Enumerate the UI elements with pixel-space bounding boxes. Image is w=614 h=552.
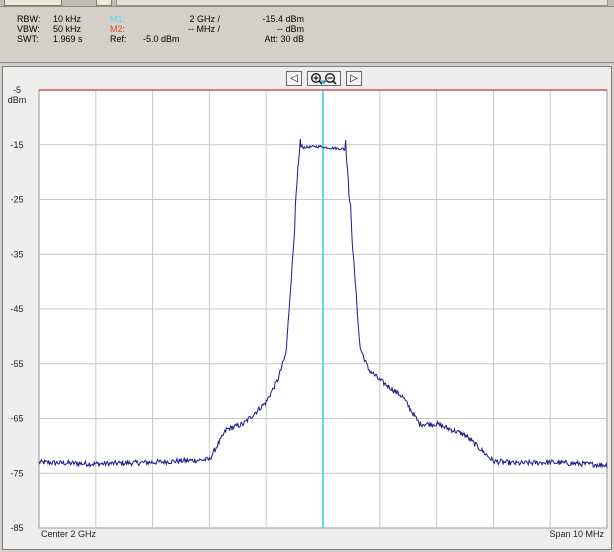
y-tick-label: -65 — [10, 414, 23, 424]
center-frequency-label: Center 2 GHz — [41, 529, 97, 539]
spectrum-plot-frame: -5 -15 -25 -35 -45 -55 -65 -75 -85 dBm Center 2 GH… — [2, 66, 612, 550]
measurement-info-panel: RBW: 10 kHz VBW: 50 kHz SWT: 1.969 s Ref… — [0, 7, 614, 63]
y-tick-label: -45 — [10, 304, 23, 314]
y-tick-label: -75 — [10, 468, 23, 478]
marker-m2-level: -- dBm — [277, 24, 304, 34]
y-tick-label: -55 — [10, 359, 23, 369]
marker-m2-label: M2: — [110, 24, 126, 34]
ref-value: -5.0 dBm — [143, 34, 180, 44]
zoom-buttons — [307, 71, 341, 86]
marker-m1-level: -15.4 dBm — [262, 14, 304, 24]
vbw-value: 50 kHz — [53, 24, 82, 34]
y-tick-label: -25 — [10, 195, 23, 205]
rbw-value: 10 kHz — [53, 14, 82, 24]
zoom-in-icon[interactable] — [310, 72, 323, 85]
rbw-label: RBW: — [17, 14, 41, 24]
toolbar-tab[interactable] — [4, 0, 62, 6]
y-tick-label: -5 — [13, 85, 21, 95]
y-axis-unit-label: dBm — [8, 95, 27, 105]
marker-m2-frequency: -- MHz / — [188, 24, 220, 34]
trace-line — [38, 139, 608, 469]
swt-value: 1.969 s — [53, 34, 83, 44]
marker-m1-frequency: 2 GHz / — [189, 14, 220, 24]
left-arrow-icon[interactable]: ◁ — [286, 71, 302, 86]
window-top-strip — [0, 0, 614, 7]
toolbar-tab[interactable] — [96, 0, 112, 6]
span-label: Span 10 MHz — [549, 529, 604, 539]
ref-label: Ref: — [110, 34, 127, 44]
marker-pointer-icon — [320, 80, 327, 84]
attenuation-value: Att: 30 dB — [264, 34, 304, 44]
panel-separator — [0, 62, 614, 63]
spectrum-chart: -5 -15 -25 -35 -45 -55 -65 -75 -85 dBm Center 2 GH… — [8, 85, 608, 539]
zoom-out-icon[interactable] — [325, 72, 337, 85]
right-arrow-icon[interactable]: ▷ — [346, 71, 362, 86]
marker-m1-label: M1: — [110, 14, 126, 24]
toolbar-field[interactable] — [116, 0, 608, 6]
swt-label: SWT: — [17, 34, 39, 44]
y-tick-label: -15 — [10, 140, 23, 150]
y-tick-label: -85 — [10, 523, 23, 533]
vbw-label: VBW: — [17, 24, 40, 34]
y-tick-label: -35 — [10, 249, 23, 259]
